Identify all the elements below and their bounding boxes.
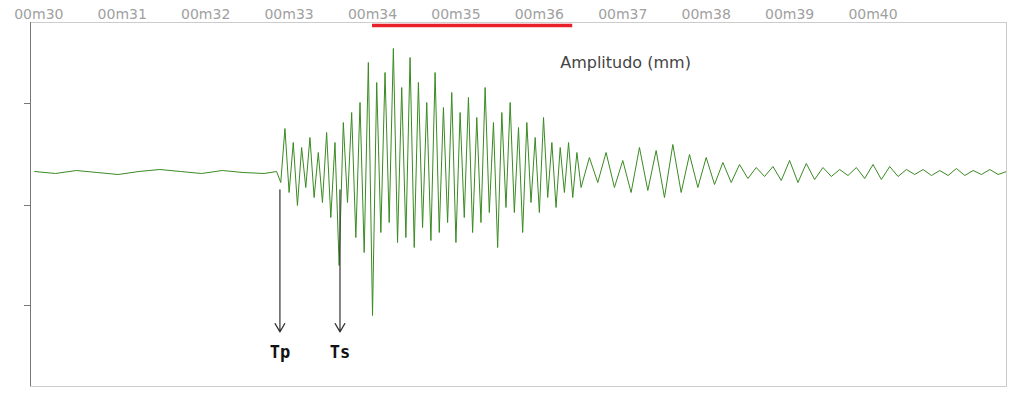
svg-text:00m38: 00m38 <box>682 6 731 22</box>
svg-text:00m39: 00m39 <box>765 6 814 22</box>
svg-text:00m35: 00m35 <box>431 6 480 22</box>
svg-text:00m30: 00m30 <box>14 6 63 22</box>
svg-text:Amplitudo (mm): Amplitudo (mm) <box>560 53 691 72</box>
svg-text:00m33: 00m33 <box>264 6 313 22</box>
svg-text:00m31: 00m31 <box>98 6 147 22</box>
svg-text:00m36: 00m36 <box>515 6 564 22</box>
svg-text:00m40: 00m40 <box>848 6 897 22</box>
svg-text:Tp: Tp <box>270 342 290 362</box>
svg-text:00m34: 00m34 <box>348 6 397 22</box>
svg-text:00m37: 00m37 <box>598 6 647 22</box>
svg-text:Ts: Ts <box>330 342 350 362</box>
svg-text:00m32: 00m32 <box>181 6 230 22</box>
